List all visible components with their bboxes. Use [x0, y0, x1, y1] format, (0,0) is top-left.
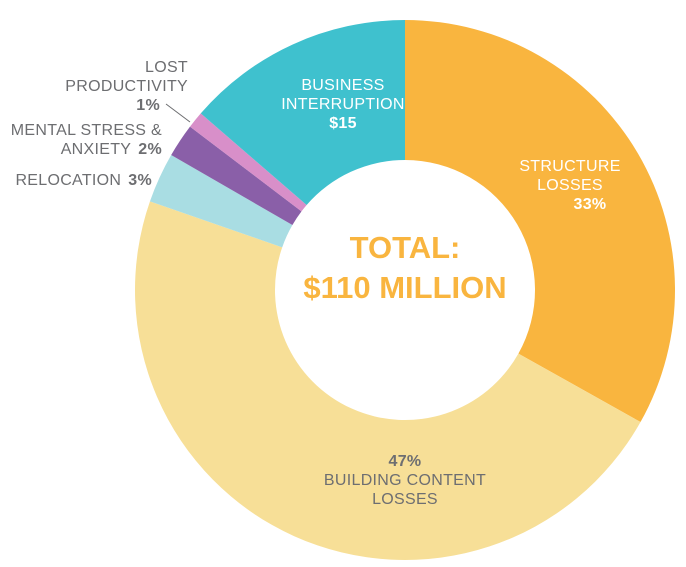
slice: [149, 155, 293, 248]
value-label: 2%: [138, 141, 162, 158]
slice: [190, 113, 307, 212]
slice: [135, 201, 641, 560]
slice-label: STRUCTURE LOSSES 33%: [505, 157, 635, 214]
value-label: 47%: [388, 453, 422, 470]
slice-label: BUSINESS INTERRUPTION $15: [263, 76, 423, 133]
value-label: 1%: [136, 97, 160, 114]
center-total: $110 MILLION: [303, 270, 506, 305]
center-title: TOTAL:: [350, 230, 461, 265]
slice-label: MENTAL STRESS & ANXIETY 2%: [0, 121, 162, 159]
category-name: BUILDING CONTENT LOSSES: [323, 472, 487, 508]
category-name: STRUCTURE LOSSES: [519, 158, 621, 194]
slices: [135, 20, 676, 560]
slice-label: LOST PRODUCTIVITY 1%: [48, 58, 188, 115]
category-name: RELOCATION: [15, 172, 122, 189]
slice-label: 47% BUILDING CONTENT LOSSES: [300, 452, 510, 509]
slice: [405, 20, 676, 423]
category-name: LOST PRODUCTIVITY: [65, 59, 188, 95]
value-label: 3%: [128, 172, 152, 189]
slice: [171, 126, 302, 225]
value-label: 33%: [573, 196, 607, 213]
value-label: $15: [329, 115, 357, 132]
leader-line: [165, 103, 191, 123]
category-name: BUSINESS INTERRUPTION: [281, 77, 405, 113]
category-name: MENTAL STRESS & ANXIETY: [10, 122, 162, 158]
slice: [200, 20, 405, 205]
slice-label: RELOCATION 3%: [0, 171, 152, 190]
